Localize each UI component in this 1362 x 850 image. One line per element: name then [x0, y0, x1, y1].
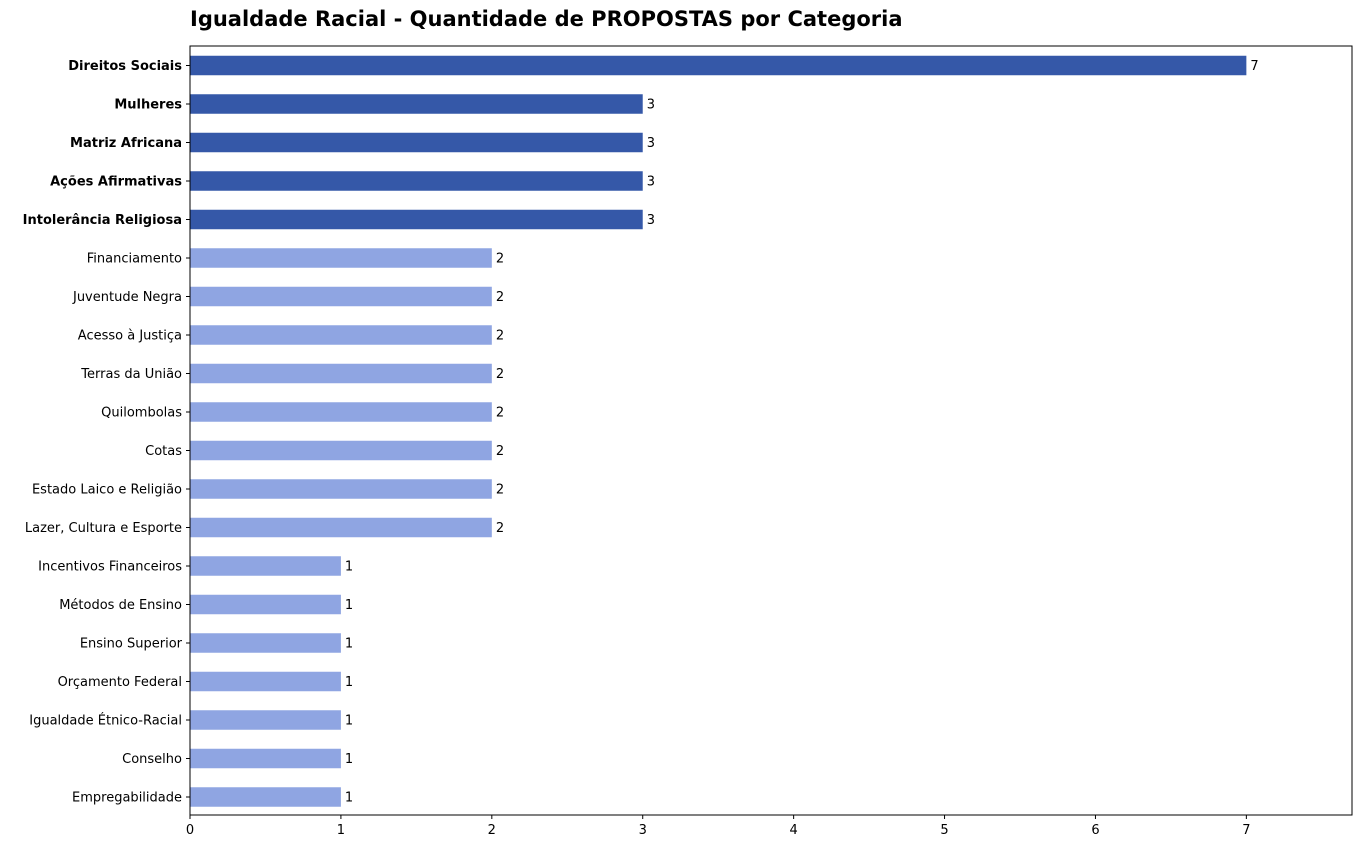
bar — [190, 556, 341, 576]
category-label: Empregabilidade — [72, 791, 182, 806]
category-labels: Direitos Sociais Mulheres Matriz Africana A… — [23, 59, 190, 806]
bar — [190, 440, 492, 461]
category-label: Estado Laico e Religião — [32, 483, 182, 498]
bar — [190, 363, 492, 384]
value-label: 1 — [345, 714, 353, 729]
x-axis: 0 1 2 3 4 5 6 7 — [186, 815, 1251, 838]
bar — [190, 787, 341, 807]
plot-frame — [189, 45, 1353, 816]
value-label: 1 — [345, 598, 353, 613]
category-label: Ensino Superior — [80, 637, 183, 652]
bar — [190, 594, 341, 615]
bar — [190, 132, 643, 153]
x-tick-label: 6 — [1091, 823, 1099, 838]
bars-layer — [190, 55, 1247, 807]
category-label: Matriz Africana — [70, 136, 182, 151]
category-label: Terras da União — [80, 367, 182, 382]
category-label: Juventude Negra — [72, 290, 182, 305]
bar — [190, 171, 643, 191]
value-label: 1 — [345, 675, 353, 690]
x-tick-label: 1 — [337, 823, 345, 838]
category-label: Conselho — [122, 752, 182, 767]
category-label: Orçamento Federal — [58, 675, 182, 690]
bar — [190, 671, 341, 692]
category-label: Acesso à Justiça — [78, 329, 182, 344]
value-label: 2 — [496, 329, 504, 344]
bar — [190, 517, 492, 538]
bar — [190, 402, 492, 422]
x-tick-label: 4 — [789, 823, 797, 838]
x-tick-label: 2 — [488, 823, 496, 838]
x-tick-label: 3 — [639, 823, 647, 838]
value-label: 3 — [647, 98, 655, 113]
x-tick-label: 7 — [1242, 823, 1250, 838]
value-label: 3 — [647, 175, 655, 190]
value-label: 2 — [496, 252, 504, 267]
value-label: 1 — [345, 791, 353, 806]
bar — [190, 94, 643, 114]
category-label: Intolerância Religiosa — [23, 213, 182, 228]
category-label: Financiamento — [87, 252, 182, 267]
value-label: 3 — [647, 213, 655, 228]
value-label: 2 — [496, 444, 504, 459]
value-label: 1 — [345, 560, 353, 575]
category-label: Métodos de Ensino — [59, 598, 182, 613]
value-label: 3 — [647, 136, 655, 151]
category-label: Quilombolas — [101, 406, 182, 421]
bar — [190, 710, 341, 730]
bar — [190, 325, 492, 345]
value-label: 2 — [496, 483, 504, 498]
value-label: 1 — [345, 752, 353, 767]
value-label: 2 — [496, 406, 504, 421]
bar — [190, 633, 341, 653]
value-label: 2 — [496, 367, 504, 382]
category-label: Igualdade Étnico-Racial — [29, 713, 182, 729]
value-labels: 7 3 3 3 3 2 2 2 2 2 2 2 2 1 1 1 1 1 1 1 — [345, 59, 1259, 806]
category-label: Direitos Sociais — [68, 59, 182, 74]
bar — [190, 248, 492, 268]
bar — [190, 748, 341, 769]
value-label: 2 — [496, 290, 504, 305]
category-label: Mulheres — [114, 98, 182, 113]
bar — [190, 209, 643, 230]
bar — [190, 286, 492, 307]
value-label: 7 — [1250, 59, 1258, 74]
category-label: Ações Afirmativas — [50, 175, 182, 190]
value-label: 1 — [345, 637, 353, 652]
category-label: Cotas — [145, 444, 182, 459]
x-tick-label: 5 — [940, 823, 948, 838]
category-label: Incentivos Financeiros — [38, 560, 182, 575]
category-label: Lazer, Cultura e Esporte — [25, 521, 182, 536]
x-tick-label: 0 — [186, 823, 194, 838]
chart-title: Igualdade Racial - Quantidade de PROPOST… — [190, 7, 903, 31]
bar — [190, 55, 1247, 76]
value-label: 2 — [496, 521, 504, 536]
bar — [190, 479, 492, 499]
